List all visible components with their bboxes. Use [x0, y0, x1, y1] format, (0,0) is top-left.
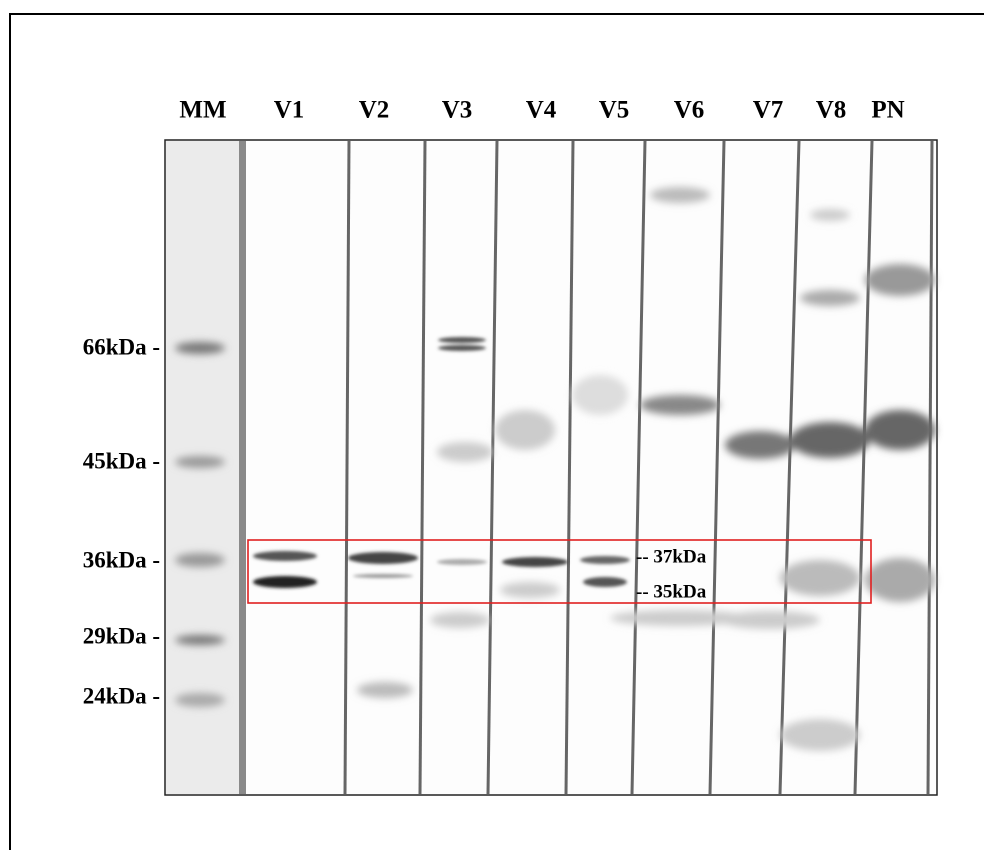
marker-label: 45kDa - [83, 448, 160, 473]
lane-label: V2 [359, 97, 390, 124]
gel [165, 140, 937, 795]
lane-label: V7 [753, 97, 784, 124]
lane-label: V5 [599, 97, 630, 124]
lane-label: V4 [526, 97, 557, 124]
lane-label: PN [871, 97, 904, 124]
lane-label: MM [179, 97, 226, 124]
blot-figure: MM V1 V2 V3 V4 V5 V6 V7 V8 PN 66kDa - 45kDa - 36kDa … [0, 0, 984, 850]
marker-label: 24kDa - [83, 683, 160, 708]
lane-label: V1 [274, 97, 305, 124]
lane-label: V6 [674, 97, 705, 124]
band-annotation: -- 37kDa [636, 546, 707, 567]
marker-label: 29kDa - [83, 623, 160, 648]
lane-label: V3 [442, 97, 473, 124]
lane-label: V8 [816, 97, 847, 124]
marker-label: 66kDa - [83, 334, 160, 359]
band-annotation: -- 35kDa [636, 581, 707, 602]
marker-label: 36kDa - [83, 547, 160, 572]
